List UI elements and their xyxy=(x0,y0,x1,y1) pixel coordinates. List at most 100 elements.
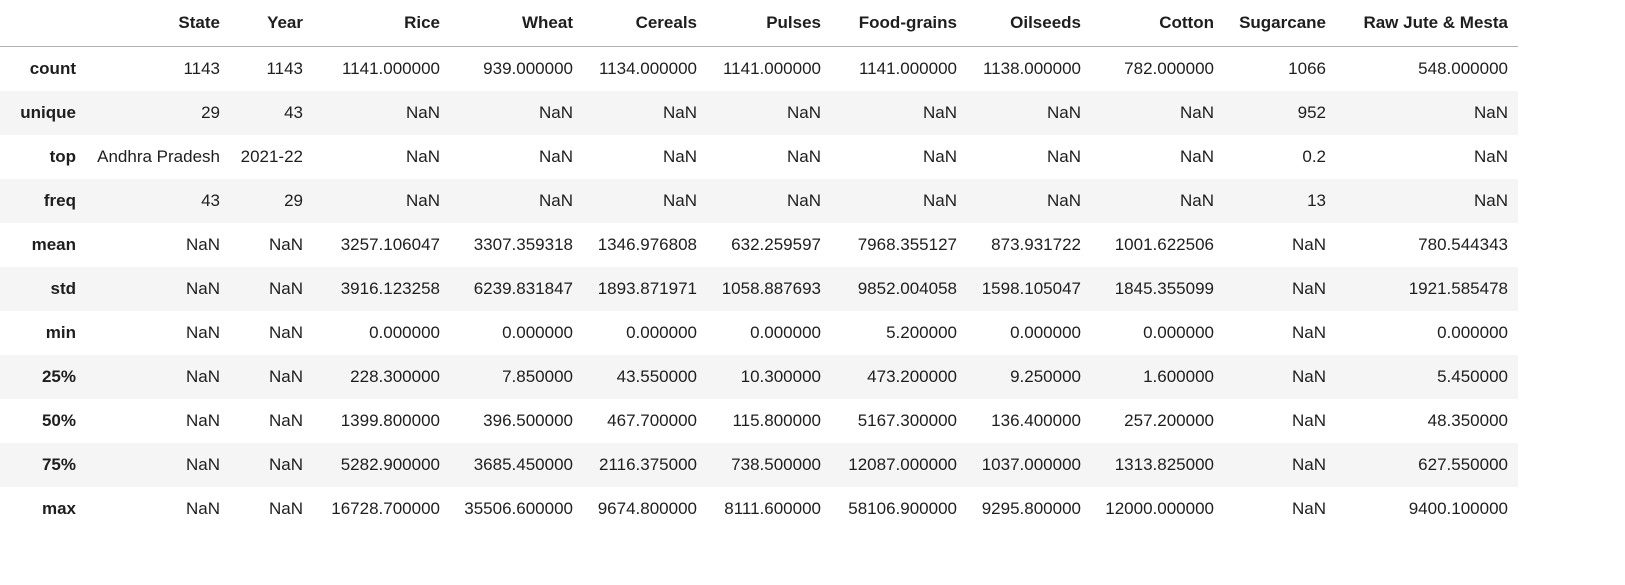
cell-count-wheat: 939.000000 xyxy=(483,59,573,78)
index-column-header xyxy=(0,0,86,47)
cell-freq-wheat: NaN xyxy=(538,191,573,210)
cell-75-state: NaN xyxy=(185,455,220,474)
cell-max-rice: 16728.700000 xyxy=(331,499,440,518)
cell-50-cereals: 467.700000 xyxy=(607,411,697,430)
cell-max-food-grains: 58106.900000 xyxy=(848,499,957,518)
cell-top-cotton: NaN xyxy=(1179,147,1214,166)
row-label-75: 75% xyxy=(41,455,76,474)
cell-std-state: NaN xyxy=(185,279,220,298)
column-header-oilseeds: Oilseeds xyxy=(967,0,1091,47)
table-row-25: 25% NaN NaN 228.300000 7.850000 43.550000 10.3… xyxy=(0,355,1518,399)
row-label-min: min xyxy=(45,323,76,342)
cell-std-cereals: 1893.871971 xyxy=(597,279,697,298)
cell-freq-food-grains: NaN xyxy=(922,191,957,210)
cell-freq-oilseeds: NaN xyxy=(1046,191,1081,210)
cell-unique-pulses: NaN xyxy=(786,103,821,122)
cell-unique-cotton: NaN xyxy=(1179,103,1214,122)
cell-min-pulses: 0.000000 xyxy=(750,323,821,342)
cell-std-oilseeds: 1598.105047 xyxy=(981,279,1081,298)
table-row-std: std NaN NaN 3916.123258 6239.831847 1893.8719… xyxy=(0,267,1518,311)
cell-count-cotton: 782.000000 xyxy=(1124,59,1214,78)
cell-unique-sugarcane: 952 xyxy=(1297,103,1326,122)
cell-50-oilseeds: 136.400000 xyxy=(991,411,1081,430)
cell-mean-year: NaN xyxy=(268,235,303,254)
column-header-cotton: Cotton xyxy=(1091,0,1224,47)
cell-top-pulses: NaN xyxy=(786,147,821,166)
cell-min-sugarcane: NaN xyxy=(1291,323,1326,342)
cell-min-raw-jute-mesta: 0.000000 xyxy=(1437,323,1508,342)
notebook-output-area: State Year Rice Wheat Cereals Pulses Food-grai… xyxy=(0,0,1518,532)
cell-unique-oilseeds: NaN xyxy=(1046,103,1081,122)
cell-max-raw-jute-mesta: 9400.100000 xyxy=(1408,499,1508,518)
cell-25-pulses: 10.300000 xyxy=(740,367,821,386)
cell-unique-cereals: NaN xyxy=(662,103,697,122)
cell-freq-year: 29 xyxy=(284,191,303,210)
cell-freq-state: 43 xyxy=(201,191,220,210)
cell-unique-year: 43 xyxy=(284,103,303,122)
column-header-pulses: Pulses xyxy=(707,0,831,47)
cell-count-state: 1143 xyxy=(183,59,220,78)
cell-mean-sugarcane: NaN xyxy=(1291,235,1326,254)
cell-max-cotton: 12000.000000 xyxy=(1105,499,1214,518)
cell-min-cotton: 0.000000 xyxy=(1143,323,1214,342)
cell-mean-state: NaN xyxy=(185,235,220,254)
table-row-freq: freq 43 29 NaN NaN NaN NaN NaN NaN NaN 13 NaN xyxy=(0,179,1518,223)
cell-75-cereals: 2116.375000 xyxy=(598,455,697,474)
table-row-50: 50% NaN NaN 1399.800000 396.500000 467.700000… xyxy=(0,399,1518,443)
cell-std-pulses: 1058.887693 xyxy=(721,279,821,298)
cell-freq-raw-jute-mesta: NaN xyxy=(1473,191,1508,210)
column-header-year: Year xyxy=(230,0,313,47)
table-row-75: 75% NaN NaN 5282.900000 3685.450000 2116.3750… xyxy=(0,443,1518,487)
cell-25-cereals: 43.550000 xyxy=(616,367,697,386)
cell-50-raw-jute-mesta: 48.350000 xyxy=(1427,411,1508,430)
cell-25-rice: 228.300000 xyxy=(350,367,440,386)
cell-top-state: Andhra Pradesh xyxy=(97,147,220,166)
cell-min-state: NaN xyxy=(185,323,220,342)
cell-top-rice: NaN xyxy=(405,147,440,166)
cell-top-food-grains: NaN xyxy=(922,147,957,166)
column-header-wheat: Wheat xyxy=(450,0,583,47)
cell-std-sugarcane: NaN xyxy=(1291,279,1326,298)
cell-max-cereals: 9674.800000 xyxy=(597,499,697,518)
cell-freq-cereals: NaN xyxy=(662,191,697,210)
cell-max-year: NaN xyxy=(268,499,303,518)
cell-std-raw-jute-mesta: 1921.585478 xyxy=(1408,279,1508,298)
table-row-top: top Andhra Pradesh 2021-22 NaN NaN NaN NaN NaN N… xyxy=(0,135,1518,179)
cell-mean-pulses: 632.259597 xyxy=(731,235,821,254)
column-header-sugarcane: Sugarcane xyxy=(1224,0,1336,47)
cell-count-rice: 1141.000000 xyxy=(341,59,440,78)
cell-count-cereals: 1134.000000 xyxy=(598,59,697,78)
cell-max-pulses: 8111.600000 xyxy=(724,499,821,518)
cell-50-cotton: 257.200000 xyxy=(1124,411,1214,430)
cell-freq-sugarcane: 13 xyxy=(1307,191,1326,210)
cell-min-cereals: 0.000000 xyxy=(626,323,697,342)
cell-mean-oilseeds: 873.931722 xyxy=(991,235,1081,254)
cell-std-wheat: 6239.831847 xyxy=(473,279,573,298)
cell-75-wheat: 3685.450000 xyxy=(473,455,573,474)
cell-std-food-grains: 9852.004058 xyxy=(857,279,957,298)
cell-top-sugarcane: 0.2 xyxy=(1302,147,1326,166)
describe-table-body: count 1143 1143 1141.000000 939.000000 1134.0… xyxy=(0,47,1518,532)
column-header-rice: Rice xyxy=(313,0,450,47)
cell-max-oilseeds: 9295.800000 xyxy=(981,499,1081,518)
cell-75-oilseeds: 1037.000000 xyxy=(981,455,1081,474)
cell-50-state: NaN xyxy=(185,411,220,430)
row-label-freq: freq xyxy=(43,191,76,210)
cell-mean-cotton: 1001.622506 xyxy=(1114,235,1214,254)
cell-unique-raw-jute-mesta: NaN xyxy=(1473,103,1508,122)
cell-freq-cotton: NaN xyxy=(1179,191,1214,210)
cell-75-rice: 5282.900000 xyxy=(340,455,440,474)
row-label-unique: unique xyxy=(20,103,76,122)
cell-max-wheat: 35506.600000 xyxy=(464,499,573,518)
cell-75-food-grains: 12087.000000 xyxy=(848,455,957,474)
cell-max-state: NaN xyxy=(185,499,220,518)
cell-unique-rice: NaN xyxy=(405,103,440,122)
cell-25-raw-jute-mesta: 5.450000 xyxy=(1437,367,1508,386)
cell-25-cotton: 1.600000 xyxy=(1143,367,1214,386)
cell-50-wheat: 396.500000 xyxy=(483,411,573,430)
table-row-mean: mean NaN NaN 3257.106047 3307.359318 1346.976… xyxy=(0,223,1518,267)
cell-mean-food-grains: 7968.355127 xyxy=(857,235,957,254)
describe-table: State Year Rice Wheat Cereals Pulses Food-grai… xyxy=(0,0,1518,532)
cell-50-pulses: 115.800000 xyxy=(732,411,821,430)
cell-std-cotton: 1845.355099 xyxy=(1114,279,1214,298)
